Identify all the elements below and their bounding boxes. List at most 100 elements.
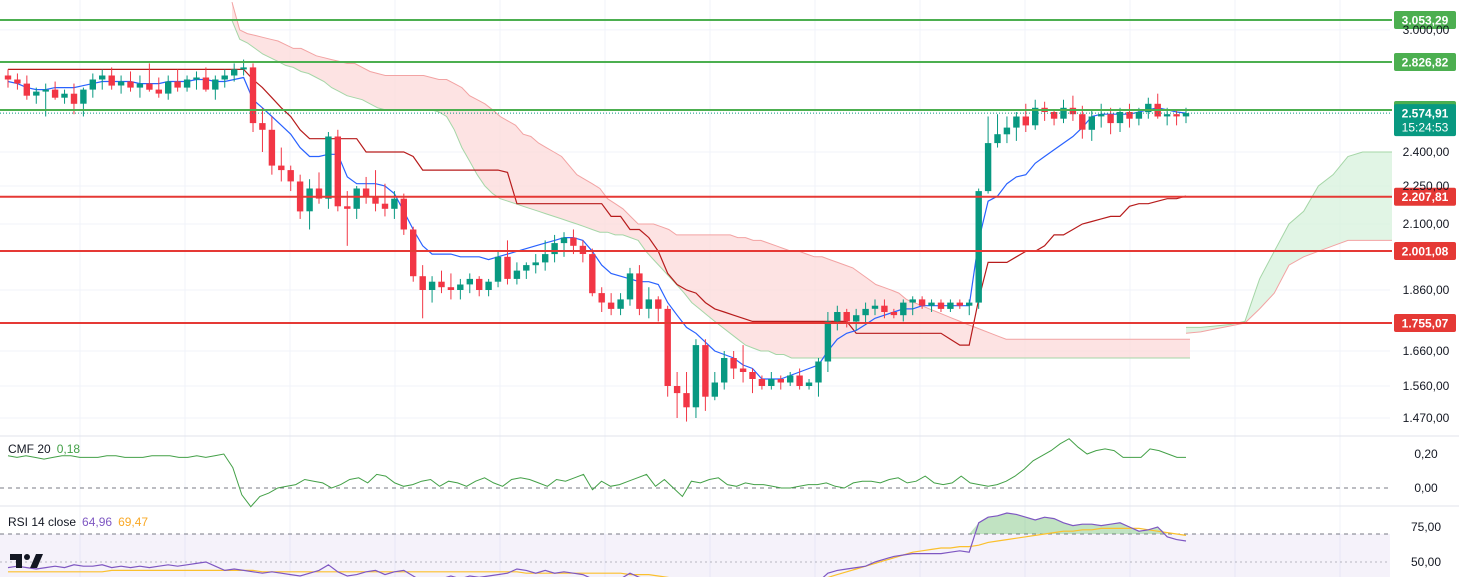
price-axis-tick: 1.470,00 (1403, 411, 1450, 425)
candle-body (42, 89, 49, 92)
candle-body (127, 81, 134, 88)
price-axis-tick: 2.400,00 (1403, 145, 1450, 159)
candle-body (918, 299, 926, 306)
candle-body (721, 358, 728, 383)
rsi-overbought-fill (8, 513, 1186, 534)
countdown-label: 15:24:53 (1402, 121, 1449, 135)
candle-body (607, 302, 615, 309)
candle-body (749, 372, 756, 379)
candle-body (589, 254, 596, 294)
candle-body (1126, 112, 1133, 119)
candle-body (796, 375, 803, 386)
candle-body (174, 81, 181, 88)
candle-body (278, 165, 285, 171)
candle-body (683, 393, 690, 408)
candle-body (108, 75, 115, 86)
tradingview-logo[interactable] (8, 551, 44, 571)
candle-body (325, 136, 332, 199)
rsi-band (0, 534, 1390, 582)
rsi-axis-tick: 75,00 (1411, 520, 1441, 534)
candle-body (768, 379, 775, 386)
candle-body (532, 262, 539, 266)
candle-body (513, 270, 521, 279)
rsi-legend: RSI 14 close 64,96 69,47 (8, 515, 154, 529)
candle-body (692, 345, 700, 408)
candle-body (966, 302, 973, 306)
candle-body (419, 276, 426, 290)
level-label: 2.001,08 (1402, 245, 1449, 259)
cloud-bull-span-b (1185, 239, 1392, 334)
candle-body (1079, 114, 1086, 130)
candle-body (626, 273, 634, 300)
cmf-legend-name: CMF 20 (8, 442, 51, 456)
level-label: 3.053,29 (1402, 14, 1449, 28)
price-axis-tick: 2.250,00 (1403, 179, 1450, 193)
candle-body (947, 302, 954, 309)
price-axis-tick: 1.660,00 (1403, 344, 1450, 358)
candle-body (221, 75, 228, 80)
candle-body (994, 134, 1001, 144)
candle-body (400, 198, 407, 230)
candle-body (843, 312, 850, 322)
candle-body (542, 254, 549, 263)
candle-body (231, 69, 238, 76)
candle-body (315, 188, 323, 199)
candle-body (466, 278, 473, 285)
level-label-box (1394, 187, 1456, 206)
candle-body (928, 302, 935, 306)
level-label-box (1394, 11, 1456, 29)
candle-body (33, 91, 40, 96)
cloud-bear-span-a (231, 1, 1190, 340)
candle-body (739, 368, 747, 372)
level-label-box (1394, 314, 1456, 332)
candle-body (673, 386, 681, 394)
candle-body (881, 305, 888, 312)
candle-body (598, 293, 605, 303)
rsi-pane: 75,00 50,00 (0, 512, 1441, 582)
candle-body (711, 382, 718, 397)
candle-body (1173, 114, 1180, 117)
candlesticks (4, 59, 1190, 422)
candle-body (1145, 103, 1152, 113)
candle-body (805, 382, 813, 386)
candle-body (381, 203, 389, 209)
candle-body (183, 79, 191, 88)
candle-body (51, 89, 59, 98)
cmf-legend-value: 0,18 (56, 442, 81, 456)
candle-body (909, 299, 916, 303)
candle-body (249, 67, 257, 124)
candle-body (1107, 114, 1114, 124)
candle-body (824, 321, 832, 362)
level-label: 2.207,81 (1402, 190, 1449, 204)
candle-body (146, 83, 153, 90)
candle-body (1135, 112, 1143, 119)
candle-body (579, 245, 587, 254)
candle-body (984, 143, 992, 192)
candle-body (1098, 114, 1105, 117)
price-axis: 3.000,00 2.400,00 2.250,00 2.100,00 1.860,00… (1403, 23, 1450, 425)
candle-body (70, 93, 78, 104)
candle-body (655, 299, 662, 309)
cloud-bull-span-a (1186, 151, 1392, 328)
cmf-line (7, 438, 1186, 508)
candle-body (617, 299, 624, 309)
level-label-box (1394, 53, 1456, 71)
price-axis-tick: 2.100,00 (1403, 217, 1450, 231)
rsi-ma-line (8, 527, 1187, 582)
candle-body (975, 191, 982, 303)
cmf-pane: 0,20 0,00 (0, 438, 1438, 508)
candle-body (702, 345, 709, 397)
candle-body (730, 358, 737, 369)
candle-body (259, 123, 266, 130)
candle-body (212, 79, 219, 90)
kijun-line-path (8, 68, 1187, 346)
rsi-legend-value: 64,96 (82, 515, 113, 529)
candle-body (862, 308, 869, 316)
candle-body (1182, 113, 1190, 117)
current-price-box (1394, 104, 1456, 137)
price-axis-tick: 1.560,00 (1403, 379, 1450, 393)
candle-body (560, 237, 568, 244)
cmf-axis-tick: 0,20 (1414, 447, 1438, 461)
